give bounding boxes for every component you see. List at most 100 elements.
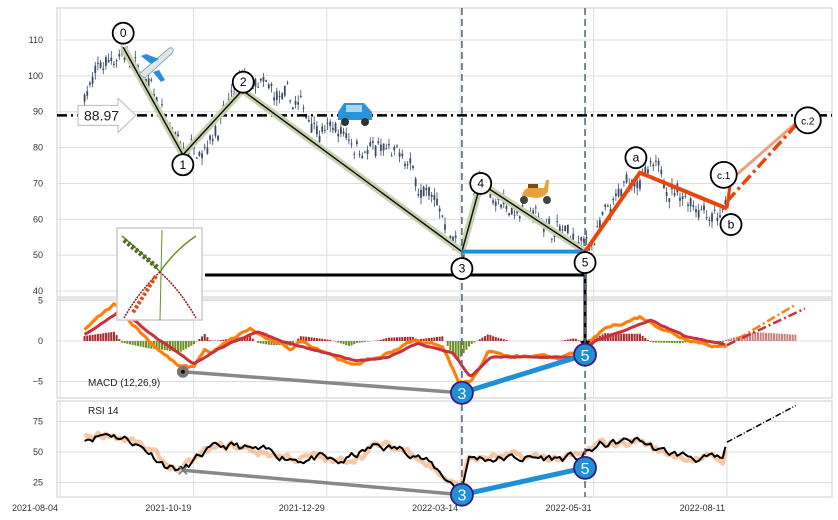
macd-histogram-bar xyxy=(355,341,358,343)
macd-histogram-bar xyxy=(142,341,145,348)
candle-body xyxy=(711,213,713,222)
candle-body xyxy=(281,93,284,100)
candle-body xyxy=(695,209,697,213)
candle-body xyxy=(193,147,195,149)
macd-histogram-bar xyxy=(438,336,441,341)
candle-body xyxy=(310,123,313,133)
macd-histogram-bar xyxy=(460,341,463,357)
x-tick-label: 2022-05-31 xyxy=(546,503,592,513)
macd-histogram-bar xyxy=(291,341,294,345)
macd-histogram-bar xyxy=(411,337,414,341)
candle-body xyxy=(612,198,615,201)
candle-body xyxy=(302,107,305,109)
macd-histogram-bar xyxy=(182,341,185,351)
rsi-wave-marker xyxy=(450,482,474,507)
macd-histogram-bar xyxy=(574,338,577,341)
macd-histogram-bar xyxy=(633,333,636,341)
candle-body xyxy=(275,91,278,101)
macd-histogram-bar xyxy=(566,339,569,341)
macd-histogram-bar xyxy=(754,332,757,341)
candle-body xyxy=(692,205,695,207)
candle-body xyxy=(687,204,689,206)
macd-histogram-bar xyxy=(670,341,673,344)
macd-histogram-bar xyxy=(649,341,652,343)
candle-body xyxy=(83,94,86,102)
candle-body xyxy=(203,146,206,148)
x-tick-label: 2021-08-04 xyxy=(12,503,58,513)
macd-histogram-bar xyxy=(572,338,575,341)
macd-histogram-bar xyxy=(422,338,425,341)
macd-histogram-bar xyxy=(684,341,687,343)
candle-body xyxy=(230,90,233,92)
macd-label: MACD (12,26,9) xyxy=(88,378,160,389)
candle-body xyxy=(713,209,716,211)
macd-histogram-bar xyxy=(622,333,625,341)
signal-line xyxy=(83,309,726,378)
macd-histogram-bar xyxy=(727,339,730,341)
rsi-label: RSI 14 xyxy=(88,406,119,417)
candle-body xyxy=(198,152,201,156)
candle-body xyxy=(177,134,179,137)
macd-histogram-bar xyxy=(681,341,684,343)
macd-histogram-bar xyxy=(88,335,91,341)
candle-body xyxy=(561,229,564,231)
candle-body xyxy=(705,217,708,219)
macd-histogram-bar xyxy=(299,336,302,341)
macd-histogram-bar xyxy=(136,341,139,347)
macd-histogram-bar xyxy=(107,332,110,341)
candle-body xyxy=(550,238,553,240)
macd-histogram-bar xyxy=(735,336,738,341)
candle-body xyxy=(657,160,660,166)
macd-histogram-bar xyxy=(398,337,401,341)
candle-body xyxy=(356,141,358,144)
macd-histogram-bar xyxy=(99,333,102,341)
candle-body xyxy=(532,210,535,217)
candle-body xyxy=(289,100,292,102)
macd-histogram-bar xyxy=(358,341,361,343)
macd-histogram-bar xyxy=(767,332,770,341)
candle-body xyxy=(615,193,617,196)
candle-body xyxy=(633,182,636,187)
candle-body xyxy=(510,207,513,215)
candle-body xyxy=(358,153,361,156)
candle-body xyxy=(414,178,417,187)
candle-body xyxy=(294,101,297,105)
macd-histogram-bar xyxy=(91,334,94,341)
macd-histogram-bar xyxy=(751,332,754,341)
macd-histogram-bar xyxy=(678,341,681,344)
macd-histogram-bar xyxy=(131,341,134,345)
macd-histogram-bar xyxy=(134,341,137,346)
candle-body xyxy=(681,196,684,199)
rsi-tick-label: 75 xyxy=(33,417,43,427)
macd-histogram-bar xyxy=(721,341,724,344)
candle-body xyxy=(382,143,385,151)
macd-histogram-bar xyxy=(201,336,204,341)
macd-histogram-bar xyxy=(177,341,180,353)
candle-body xyxy=(500,204,502,208)
wave-c-projection xyxy=(725,114,807,203)
wave-label-circle xyxy=(573,251,597,274)
candle-body xyxy=(623,181,625,183)
macd-wave-marker xyxy=(450,380,474,405)
candle-body xyxy=(97,62,99,64)
macd-histogram-bar xyxy=(646,339,649,341)
macd-histogram-bar xyxy=(500,338,503,341)
wave-label-circle xyxy=(793,106,822,135)
macd-histogram-bar xyxy=(786,334,789,341)
macd-wave-marker-label: 5 xyxy=(581,348,590,365)
candle-body xyxy=(655,160,657,162)
macd-histogram-bar xyxy=(385,338,388,341)
macd-histogram-bar xyxy=(403,336,406,341)
macd-histogram-bar xyxy=(94,334,97,341)
macd-histogram-bar xyxy=(473,341,476,343)
candle-body xyxy=(299,95,302,97)
wave-label: 0 xyxy=(120,26,127,40)
macd-projection xyxy=(722,303,797,349)
macd-histogram-bar xyxy=(115,335,118,341)
macd-histogram-bar xyxy=(662,341,665,343)
macd-histogram-bar xyxy=(193,341,196,345)
macd-histogram-bar xyxy=(775,333,778,341)
wave-label: b xyxy=(728,218,735,232)
macd-histogram-bar xyxy=(128,341,131,345)
